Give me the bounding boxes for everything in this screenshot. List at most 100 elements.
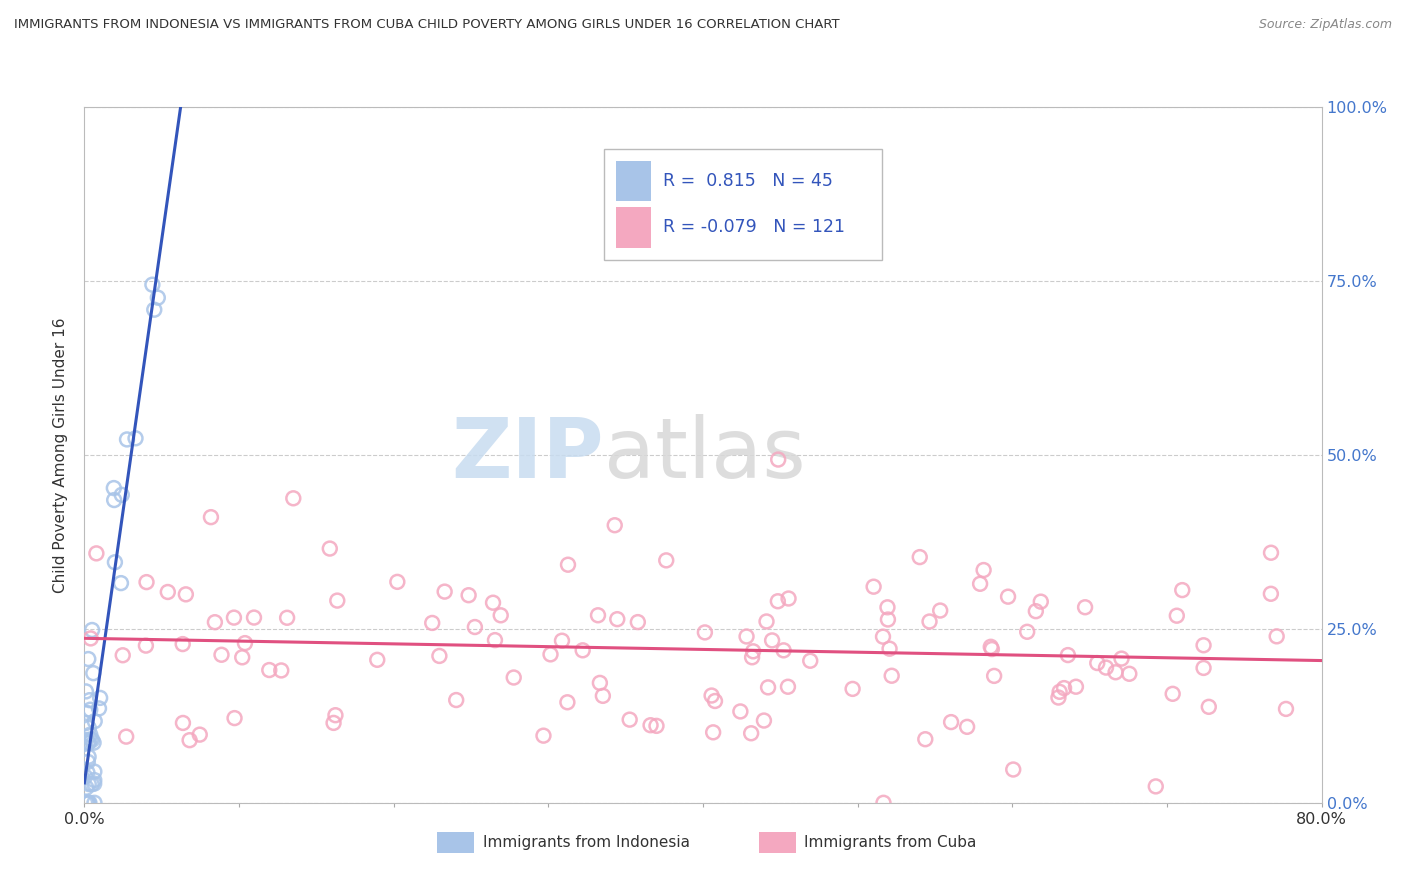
Point [872,796,894,810]
Point [489,608,512,623]
Point [80,632,103,646]
Point [156,585,179,599]
Point [77,749,100,764]
Point [1049,685,1071,699]
Point [200,510,222,524]
Point [627,615,650,629]
Point [77,796,100,810]
Text: ZIP: ZIP [451,415,605,495]
Point [179,733,201,747]
Point [592,689,614,703]
Point [589,676,612,690]
Point [83,777,105,791]
Point [115,730,138,744]
Point [752,714,775,728]
Point [606,612,628,626]
Point [1260,546,1282,560]
FancyBboxPatch shape [605,149,883,260]
Point [80,623,103,637]
Point [1161,687,1184,701]
Point [973,563,995,577]
Point [1265,629,1288,643]
Point [79,693,101,707]
Point [1085,656,1108,670]
Point [766,452,789,467]
Point [772,643,794,657]
Point [880,669,903,683]
Point [929,603,952,617]
Point [103,493,125,508]
Point [482,596,505,610]
Point [259,663,281,677]
Point [877,613,900,627]
Point [79,703,101,717]
Point [75,733,97,747]
Point [702,725,724,739]
Point [879,641,901,656]
FancyBboxPatch shape [759,832,796,853]
Point [76,796,98,810]
Point [104,555,127,569]
Point [326,593,349,607]
Text: IMMIGRANTS FROM INDONESIA VS IMMIGRANTS FROM CUBA CHILD POVERTY AMONG GIRLS UNDE: IMMIGRANTS FROM INDONESIA VS IMMIGRANTS … [14,18,839,31]
Point [1192,661,1215,675]
Point [997,590,1019,604]
Point [1057,648,1080,662]
Point [111,648,134,663]
Point [188,728,211,742]
Point [1017,624,1039,639]
Point [86,546,108,560]
Point [980,642,1002,657]
Point [557,558,579,572]
Point [1029,594,1052,608]
Point [464,620,486,634]
Point [387,574,409,589]
Text: Immigrants from Indonesia: Immigrants from Indonesia [482,835,690,850]
Point [1171,583,1194,598]
Point [776,680,799,694]
Point [551,633,574,648]
Point [571,643,593,657]
Point [1260,587,1282,601]
Point [222,610,245,624]
Point [1053,681,1076,695]
Point [143,302,166,317]
Point [77,652,100,666]
Point [1064,680,1087,694]
Point [872,630,894,644]
Point [76,755,98,769]
Point [841,681,863,696]
Point [115,433,138,447]
Point [755,615,778,629]
Point [540,648,562,662]
Y-axis label: Child Poverty Among Girls Under 16: Child Poverty Among Girls Under 16 [53,318,69,592]
Point [77,777,100,791]
Point [741,650,763,665]
Point [75,770,97,784]
Point [211,648,233,662]
Point [172,715,194,730]
Point [1111,651,1133,665]
Point [640,718,662,732]
Point [1074,600,1097,615]
Point [420,615,443,630]
Point [730,705,752,719]
Point [756,681,779,695]
Point [433,584,456,599]
Point [83,714,105,728]
Point [603,518,626,533]
Point [619,713,641,727]
Point [766,594,789,608]
Point [283,491,305,506]
Point [1118,666,1140,681]
Point [83,796,105,810]
Text: R = -0.079   N = 121: R = -0.079 N = 121 [664,219,845,236]
Point [76,796,98,810]
FancyBboxPatch shape [616,207,651,248]
Point [1275,702,1298,716]
Point [76,706,98,720]
Point [704,694,727,708]
Point [484,633,506,648]
Point [276,611,298,625]
Point [83,764,105,779]
